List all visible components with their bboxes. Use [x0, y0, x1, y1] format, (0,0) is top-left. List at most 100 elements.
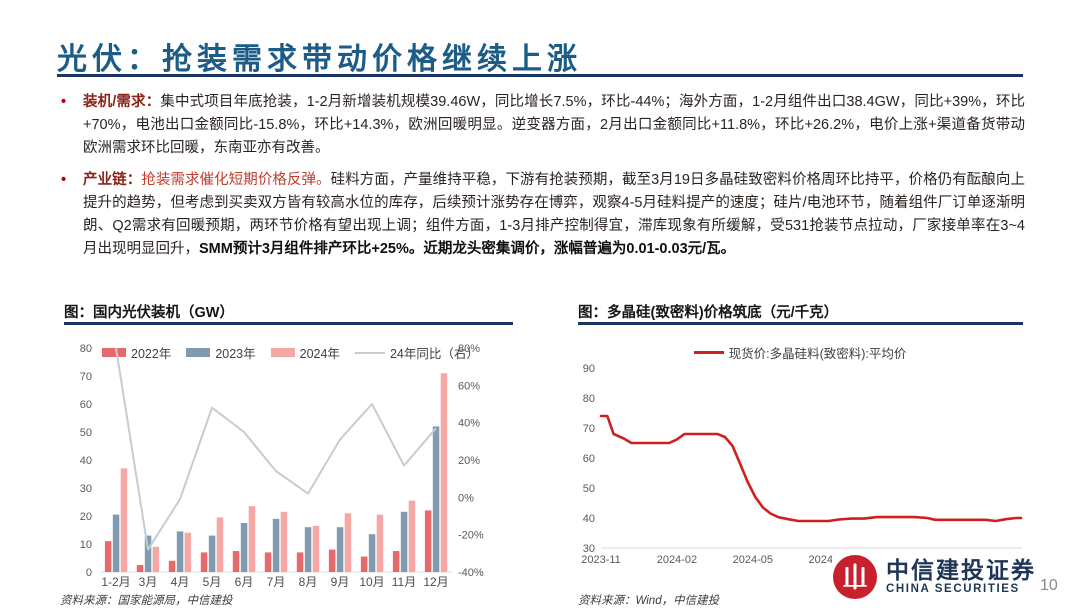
bar-2024年-6月	[248, 506, 256, 572]
installations-chart-legend: 2022年 2023年 2024年 24年同比（右）	[102, 343, 479, 362]
bar-2024年-12月	[440, 373, 448, 572]
bar-2023年-1-2月	[112, 514, 120, 572]
axis-tick-label: 60%	[458, 380, 480, 392]
legend-item-2023: 2023年	[186, 343, 256, 362]
axis-tick-label: 8月	[299, 575, 318, 589]
axis-tick-label: 80	[583, 393, 595, 405]
bar-2024年-10月	[376, 514, 384, 572]
source-note-right: 资料来源：Wind，中信建投	[578, 595, 720, 607]
axis-tick-label: 50	[80, 427, 92, 439]
page-title: 光伏：抢装需求带动价格继续上涨	[57, 43, 582, 76]
bar-2024年-8月	[312, 525, 320, 572]
logo-text-en: CHINA SECURITIES	[886, 583, 1020, 595]
axis-tick-label: 40	[583, 513, 595, 525]
legend-item-yoy-line: 24年同比（右）	[354, 343, 479, 362]
axis-tick-label: 3月	[139, 575, 158, 589]
installations-chart-svg: 0 10 20 30 40 50 60 70 80 -40% -20% 0% 20% 40% 60% 80% 1…	[80, 343, 484, 589]
axis-tick-label: 4月	[171, 575, 190, 589]
logo-text: 中信建投证券 CHINA SECURITIES	[886, 558, 1036, 596]
axis-tick-label: 7月	[267, 575, 286, 589]
bar-2022年-8月	[296, 552, 304, 572]
installations-chart-canvas: 0 10 20 30 40 50 60 70 80 -40% -20% 0% 20% 40% 60% 80% 1…	[60, 332, 500, 590]
legend-swatch-2023	[186, 348, 211, 357]
legend-item-spot-price: 现货价:多晶硅料(致密料):平均价	[693, 343, 907, 362]
yoy-line	[115, 347, 437, 551]
logo-text-cn: 中信建投证券	[886, 557, 1036, 583]
bar-2022年-10月	[360, 556, 368, 572]
axis-tick-label: 90	[583, 363, 595, 375]
installations-chart-title: 图：国内光伏装机（GW）	[64, 305, 234, 321]
legend-label: 24年同比（右）	[389, 347, 479, 361]
axis-tick-label: 70	[583, 423, 595, 435]
legend-swatch-2024	[270, 348, 295, 357]
installations-chart-title-rule	[64, 322, 513, 325]
axis-tick-label: 10月	[359, 575, 384, 589]
axis-tick-label: 5月	[203, 575, 222, 589]
price-line	[599, 414, 1023, 523]
bar-2023年-10月	[368, 534, 376, 572]
legend-line-swatch	[354, 351, 385, 354]
bullet-label: 产业链：	[83, 172, 142, 188]
bar-2023年-6月	[240, 523, 248, 572]
bullet-list: • 装机/需求：集中式项目年底抢装，1-2月新增装机规模39.46W，同比增长7.…	[57, 91, 1025, 270]
bar-2023年-5月	[208, 535, 216, 572]
bar-2023年-3月	[144, 535, 152, 572]
bar-2022年-7月	[264, 552, 272, 572]
legend-item-2024: 2024年	[270, 343, 340, 362]
bar-2022年-12月	[424, 510, 432, 572]
bar-2024年-1-2月	[120, 468, 128, 572]
axis-tick-label: 20	[80, 511, 92, 523]
bar-2022年-6月	[232, 551, 240, 572]
bar-2024年-7月	[280, 511, 288, 572]
bar-2024年-11月	[408, 500, 416, 572]
legend-swatch-2022	[102, 348, 126, 357]
bar-2023年-9月	[336, 527, 344, 572]
bar-2024年-3月	[152, 546, 160, 572]
axis-tick-label: 40	[80, 455, 92, 467]
bar-2024年-9月	[344, 513, 352, 572]
axis-tick-label: -20%	[458, 530, 484, 542]
bar-2024年-5月	[216, 517, 224, 572]
bar-2022年-1-2月	[104, 541, 112, 572]
axis-tick-label: 11月	[392, 575, 416, 589]
legend-item-2022: 2022年	[102, 343, 171, 362]
bar-2022年-11月	[392, 551, 400, 572]
bar-2022年-9月	[328, 549, 336, 572]
axis-tick-label: 80%	[458, 343, 480, 355]
axis-tick-label: 10	[80, 539, 92, 551]
axis-tick-label: 2024-02	[657, 554, 697, 566]
axis-tick-label: 0%	[458, 492, 474, 504]
axis-tick-label: -40%	[458, 567, 484, 579]
bullet-text: 集中式项目年底抢装，1-2月新增装机规模39.46W，同比增长7.5%，环比-4…	[83, 94, 1025, 156]
source-note-left: 资料来源：国家能源局，中信建投	[60, 595, 233, 607]
bullet-text: 硅料方面，产量维持平稳，下游有抢装预期，截至3月19日多晶硅致密料价格周环比持平…	[83, 172, 1026, 257]
axis-tick-label: 80	[80, 343, 92, 355]
axis-tick-label: 6月	[235, 575, 254, 589]
polysilicon-chart-title: 图：多晶硅(致密料)价格筑底（元/千克）	[578, 305, 839, 321]
bar-2024年-4月	[184, 532, 192, 572]
bullet-highlight: 抢装需求催化短期价格反弹。	[141, 172, 331, 188]
page-number: 10	[1040, 577, 1058, 594]
axis-tick-label: 9月	[331, 575, 350, 589]
legend-label: 现货价:多晶硅料(致密料):平均价	[728, 347, 907, 361]
polysilicon-chart-legend: 现货价:多晶硅料(致密料):平均价	[575, 343, 1025, 362]
citic-logo-icon	[833, 555, 877, 599]
polysilicon-chart-canvas: 30 40 50 60 70 80 90 2023-11 2024-02 2024-05 2024-…	[575, 332, 1025, 590]
bar-2022年-3月	[136, 565, 144, 572]
bar-2023年-7月	[272, 518, 280, 572]
axis-tick-label: 60	[80, 399, 92, 411]
axis-tick-label: 30	[583, 543, 595, 555]
axis-tick-label: 40%	[458, 418, 480, 430]
bar-2022年-4月	[168, 560, 176, 572]
axis-tick-label: 20%	[458, 455, 480, 467]
axis-tick-label: 30	[80, 483, 92, 495]
title-divider	[57, 74, 1023, 77]
legend-label: 2024年	[299, 347, 340, 361]
bullet-item-industry-chain: • 产业链：抢装需求催化短期价格反弹。硅料方面，产量维持平稳，下游有抢装预期，截至…	[57, 169, 1025, 261]
bullet-dot-icon: •	[61, 172, 67, 188]
bullet-dot-icon: •	[61, 94, 67, 110]
legend-label: 2023年	[215, 347, 256, 361]
axis-tick-label: 2024-05	[733, 554, 773, 566]
